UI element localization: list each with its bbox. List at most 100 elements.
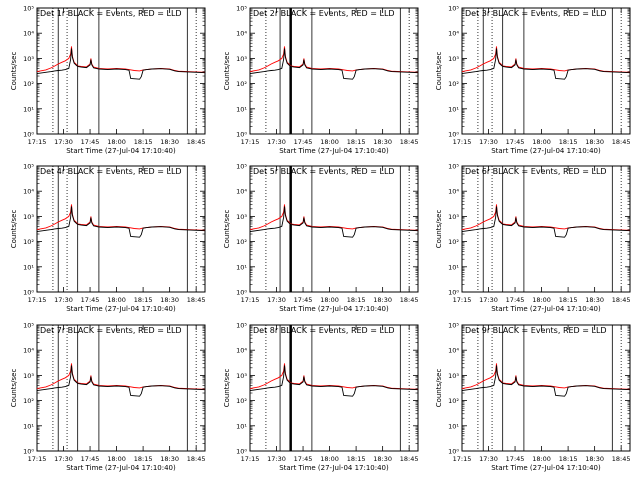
x-axis-label: Start Time (27-Jul-04 17:10:40) [66, 305, 176, 313]
series-lld-line [36, 46, 206, 73]
series-lld-line [249, 363, 419, 390]
y-axis-label: Counts/sec [435, 52, 443, 91]
x-tick-label: 18:00 [532, 296, 551, 304]
y-tick-label: 10³ [23, 55, 34, 63]
plot-frame [249, 324, 419, 452]
y-tick-label: 10⁵ [448, 322, 459, 330]
x-tick-label: 18:15 [347, 455, 366, 463]
y-tick-label: 10³ [23, 213, 34, 221]
series-lld-line [461, 46, 631, 73]
x-tick-label: 18:45 [612, 138, 631, 146]
panel-title: Det 7r BLACK = Events, RED = LLD [40, 326, 182, 335]
x-tick-label: 17:15 [28, 296, 47, 304]
x-tick-label: 18:15 [559, 296, 578, 304]
panel-title: Det 4r BLACK = Events, RED = LLD [40, 167, 182, 176]
y-tick-label: 10³ [23, 372, 34, 380]
series-events-line [461, 206, 631, 238]
x-tick-label: 17:15 [241, 138, 260, 146]
series-lld-line [36, 204, 206, 231]
y-tick-label: 10⁴ [236, 188, 247, 196]
y-tick-label: 10³ [236, 55, 247, 63]
x-tick-label: 17:45 [294, 296, 313, 304]
x-tick-label: 17:30 [267, 296, 286, 304]
plot-frame [36, 165, 206, 293]
panel-title: Det 1r BLACK = Events, RED = LLD [40, 9, 182, 18]
y-axis-label: Counts/sec [435, 369, 443, 408]
y-tick-label: 10² [236, 397, 247, 405]
x-tick-label: 17:15 [28, 138, 47, 146]
y-tick-label: 10⁴ [448, 188, 459, 196]
x-axis-label: Start Time (27-Jul-04 17:10:40) [279, 464, 389, 472]
y-tick-label: 10³ [236, 213, 247, 221]
x-tick-label: 17:45 [506, 296, 525, 304]
y-tick-label: 10⁴ [23, 188, 34, 196]
y-tick-label: 10⁰ [448, 131, 459, 139]
panel-title: Det 2r BLACK = Events, RED = LLD [253, 9, 395, 18]
y-tick-label: 10⁰ [236, 448, 247, 456]
y-axis-label: Counts/sec [435, 210, 443, 249]
y-tick-label: 10⁴ [23, 347, 34, 355]
x-tick-label: 17:45 [294, 138, 313, 146]
x-tick-label: 18:15 [134, 455, 153, 463]
panel-det-2: 10⁰ 10¹ 10² 10³ 10⁴ 10⁵ 17:15 17:30 17:45 18:00 18… [223, 5, 419, 156]
series-events-line [249, 206, 419, 238]
y-tick-label: 10² [23, 238, 34, 246]
plot-frame [461, 324, 631, 452]
y-tick-label: 10¹ [448, 263, 459, 271]
x-tick-label: 18:00 [532, 455, 551, 463]
x-tick-label: 18:45 [612, 296, 631, 304]
y-tick-label: 10⁴ [23, 30, 34, 38]
panel-det-4: 10⁰ 10¹ 10² 10³ 10⁴ 10⁵ 17:15 17:30 17:45 18:00 18… [10, 163, 206, 314]
y-tick-label: 10¹ [23, 105, 34, 113]
series-events-line [249, 48, 419, 80]
panel-det-7: 10⁰ 10¹ 10² 10³ 10⁴ 10⁵ 17:15 17:30 17:45 18:00 18… [10, 322, 206, 473]
x-tick-label: 18:30 [585, 138, 604, 146]
series-events-line [36, 365, 206, 397]
x-tick-label: 18:15 [347, 138, 366, 146]
y-tick-label: 10¹ [23, 422, 34, 430]
y-tick-label: 10² [23, 80, 34, 88]
y-tick-label: 10⁵ [448, 163, 459, 171]
x-tick-label: 18:45 [187, 296, 206, 304]
x-tick-label: 17:15 [453, 138, 472, 146]
x-tick-label: 18:30 [585, 296, 604, 304]
x-tick-label: 18:15 [134, 138, 153, 146]
y-tick-label: 10⁰ [448, 289, 459, 297]
x-tick-label: 18:45 [400, 296, 419, 304]
y-axis-label: Counts/sec [223, 52, 231, 91]
x-tick-label: 17:15 [453, 296, 472, 304]
y-tick-label: 10² [448, 397, 459, 405]
panel-det-6: 10⁰ 10¹ 10² 10³ 10⁴ 10⁵ 17:15 17:30 17:45 18:00 18… [435, 163, 631, 314]
y-tick-label: 10⁵ [236, 163, 247, 171]
x-tick-label: 17:30 [479, 296, 498, 304]
y-tick-label: 10¹ [448, 105, 459, 113]
y-tick-label: 10⁵ [23, 5, 34, 13]
x-tick-label: 18:00 [107, 296, 126, 304]
y-axis-label: Counts/sec [10, 52, 18, 91]
x-tick-label: 18:00 [320, 296, 339, 304]
x-axis-label: Start Time (27-Jul-04 17:10:40) [66, 147, 176, 155]
series-events-line [36, 48, 206, 80]
x-tick-label: 18:30 [160, 296, 179, 304]
x-tick-label: 18:30 [373, 455, 392, 463]
y-tick-label: 10¹ [236, 263, 247, 271]
panel-det-5: 10⁰ 10¹ 10² 10³ 10⁴ 10⁵ 17:15 17:30 17:45 18:00 18… [223, 163, 419, 314]
plot-frame [461, 7, 631, 135]
series-events-line [249, 365, 419, 397]
series-events-line [461, 365, 631, 397]
x-tick-label: 17:30 [54, 455, 73, 463]
y-tick-label: 10¹ [236, 422, 247, 430]
x-tick-label: 18:30 [160, 455, 179, 463]
x-tick-label: 18:15 [559, 138, 578, 146]
x-tick-label: 17:15 [28, 455, 47, 463]
y-axis-label: Counts/sec [223, 369, 231, 408]
x-tick-label: 18:00 [107, 455, 126, 463]
x-tick-label: 17:45 [294, 455, 313, 463]
y-tick-label: 10⁴ [448, 347, 459, 355]
x-tick-label: 18:45 [187, 138, 206, 146]
x-tick-label: 17:30 [479, 455, 498, 463]
panel-det-8: 10⁰ 10¹ 10² 10³ 10⁴ 10⁵ 17:15 17:30 17:45 18:00 18… [223, 322, 419, 473]
panel-title: Det 5r BLACK = Events, RED = LLD [253, 167, 395, 176]
panel-title: Det 6r BLACK = Events, RED = LLD [465, 167, 607, 176]
